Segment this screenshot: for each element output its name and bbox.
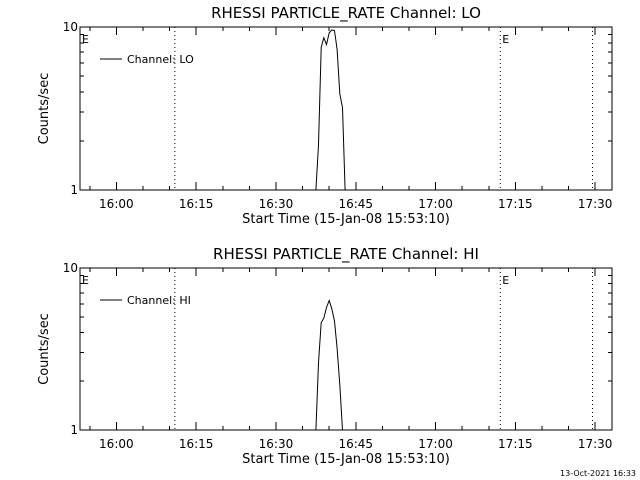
plot-frame [79,267,613,431]
legend: Channel: HI [100,294,191,307]
x-tick-label: 16:45 [338,197,373,211]
x-tick-label: 16:30 [259,197,294,211]
x-tick-label: 17:15 [498,437,533,451]
legend-label: Channel: LO [127,53,194,66]
y-axis-label: Counts/sec [37,313,52,385]
x-axis-label: Start Time (15-Jan-08 15:53:10) [242,452,450,467]
series-line-1 [315,298,343,431]
y-tick-label: 1 [70,183,78,197]
x-tick-label: 16:00 [99,437,134,451]
x-tick-label: 17:00 [418,437,453,451]
x-axis-ticks [89,268,596,430]
event-marker-label: E [502,274,509,287]
y-axis-label: Counts/sec [37,73,52,145]
chart-panel-1: RHESSI PARTICLE_RATE Channel: LO 16:00 16:… [37,4,613,227]
y-axis-ticks [80,26,612,191]
x-tick-label: 16:45 [338,437,373,451]
chart-panel-2: RHESSI PARTICLE_RATE Channel: HI 16:00 16:… [37,245,613,467]
y-tick-label: 10 [63,20,78,34]
chart-title: RHESSI PARTICLE_RATE Channel: LO [211,4,481,23]
y-axis-ticks [80,267,612,431]
x-tick-label: 17:30 [578,197,613,211]
event-marker-label: E [82,274,89,287]
x-axis-ticks [89,27,596,190]
y-tick-label: 1 [70,423,78,437]
x-axis-label: Start Time (15-Jan-08 15:53:10) [242,212,450,227]
footer-timestamp: 13-Oct-2021 16:33 [560,469,636,478]
x-tick-label: 16:15 [179,437,214,451]
x-tick-label: 16:15 [179,197,214,211]
legend: Channel: LO [100,53,194,66]
chart-title: RHESSI PARTICLE_RATE Channel: HI [213,245,479,264]
plot-frame [79,26,613,191]
legend-label: Channel: HI [127,294,191,307]
x-tick-label: 16:00 [99,197,134,211]
y-tick-label: 10 [63,261,78,275]
x-tick-label: 17:00 [418,197,453,211]
x-tick-label: 16:30 [259,437,294,451]
event-marker-label: E [502,33,509,46]
x-tick-label: 17:30 [578,437,613,451]
x-tick-label: 17:15 [498,197,533,211]
series-line-1 [315,29,346,191]
event-marker-label: E [82,33,89,46]
